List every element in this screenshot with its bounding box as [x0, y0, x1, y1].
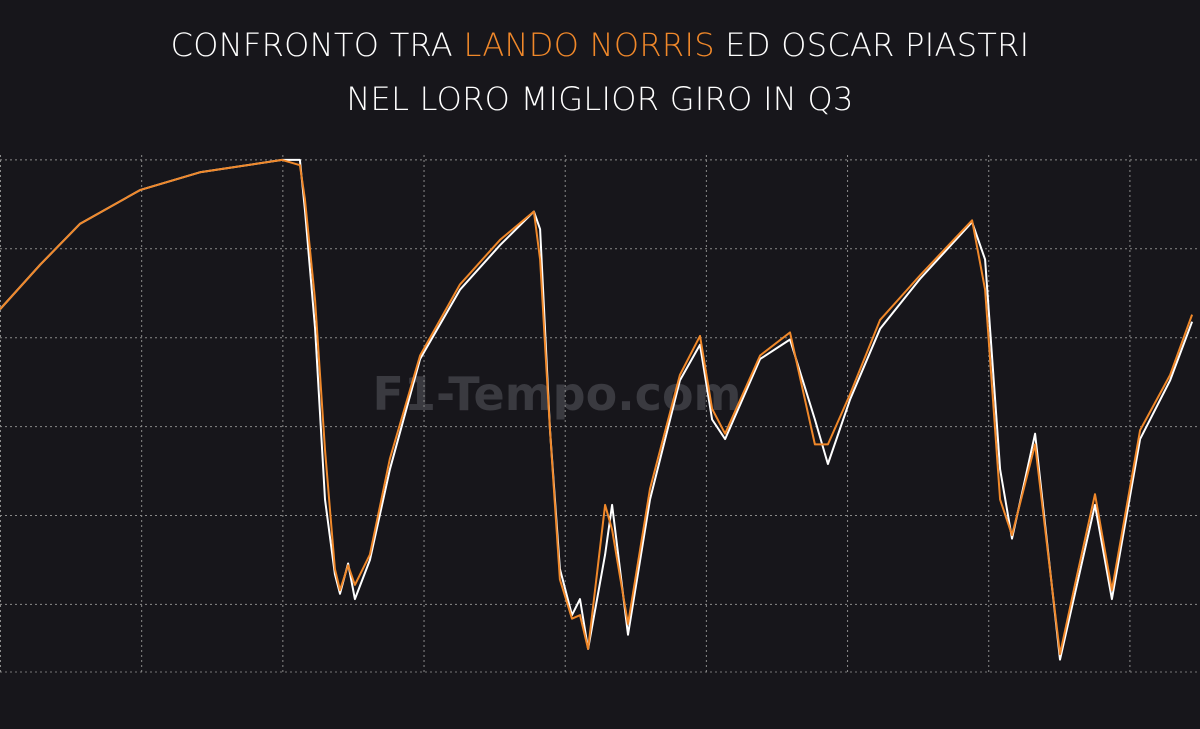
title-text: ED OSCAR PIASTRI	[725, 26, 1030, 64]
series-line	[0, 158, 1194, 661]
chart-title: CONFRONTO TRA LANDO NORRIS ED OSCAR PIAS…	[0, 18, 1200, 126]
title-line: NEL LORO MIGLIOR GIRO IN Q3	[346, 80, 854, 118]
title-line: CONFRONTO TRA LANDO NORRIS ED OSCAR PIAS…	[0, 18, 1200, 72]
series-line	[0, 158, 1194, 656]
title-text: CONFRONTO TRA	[170, 26, 453, 64]
watermark: F1-Tempo.com	[373, 367, 742, 421]
title-highlight: LANDO NORRIS	[463, 26, 715, 64]
